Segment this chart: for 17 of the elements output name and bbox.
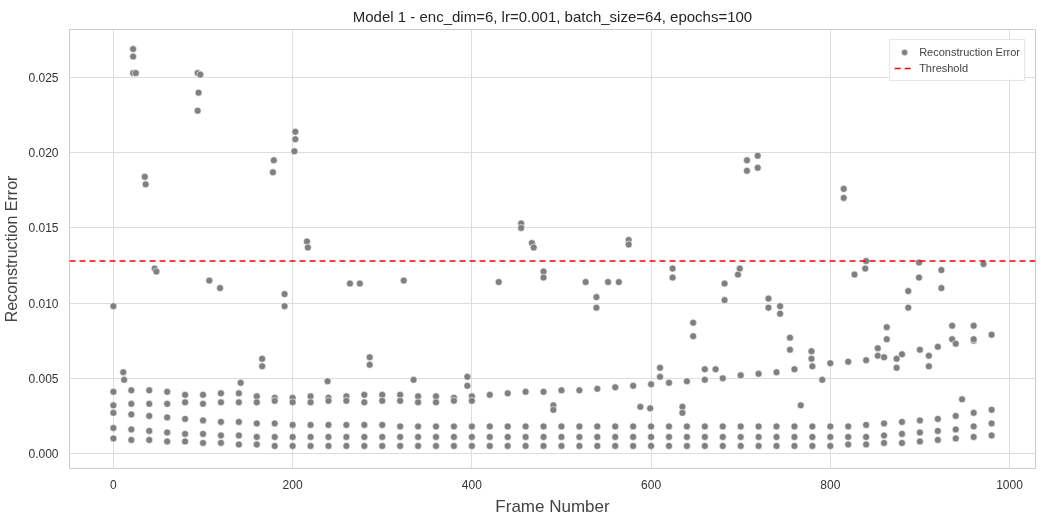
y-tick-label: 0.025 <box>28 71 59 86</box>
x-tick-label: 1000 <box>996 477 1024 492</box>
x-tick-label: 400 <box>461 477 483 492</box>
x-tick-label: 0 <box>110 477 118 492</box>
x-tick-label: 200 <box>282 477 303 492</box>
legend-label: Reconstruction Error <box>919 45 1020 59</box>
y-axis-title: Reconstruction Error <box>3 174 21 323</box>
y-tick-label: 0.015 <box>28 221 59 236</box>
x-tick-label: 600 <box>641 477 662 492</box>
legend-label: Threshold <box>919 61 969 75</box>
chart-title: Model 1 - enc_dim=6, lr=0.001, batch_size=64, epochs=100 <box>352 7 753 25</box>
y-tick-label: 0.005 <box>28 371 59 386</box>
y-tick-label: 0.000 <box>28 446 59 461</box>
x-tick-label: 800 <box>820 477 841 492</box>
y-tick-label: 0.020 <box>28 146 59 161</box>
x-axis-title: Frame Number <box>495 496 610 516</box>
y-tick-label: 0.010 <box>28 296 59 311</box>
